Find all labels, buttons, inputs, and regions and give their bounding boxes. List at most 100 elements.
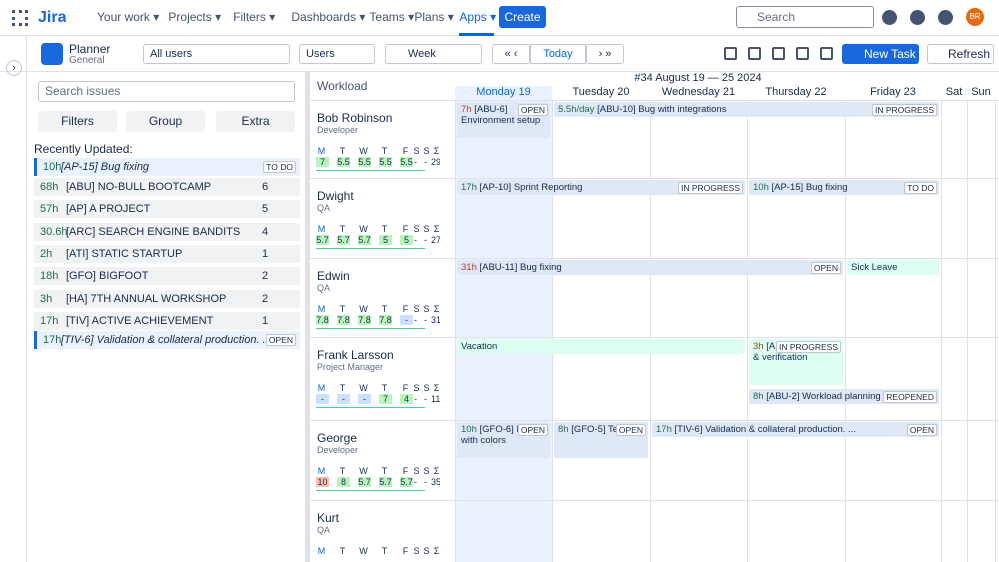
filter-icon[interactable] [796, 47, 809, 60]
task[interactable]: 8h [GFO-5] Testing OPEN [554, 422, 648, 458]
day-letter: F [402, 383, 409, 393]
day-letter: T [381, 146, 388, 156]
task[interactable]: 5.5h/day [ABU-10] Bug with integrations I… [554, 102, 939, 117]
project-row[interactable]: 3h [HA] 7TH ANNUAL WORKSHOP 2 [34, 289, 300, 308]
app-switcher[interactable] [12, 10, 28, 26]
search-box[interactable]: Search [736, 6, 874, 28]
day-letter: Σ [433, 304, 440, 314]
today-button[interactable]: Today [530, 44, 586, 64]
nav-item[interactable]: Your work ▾ [97, 10, 160, 24]
name: [GFO] BIGFOOT [66, 270, 149, 283]
day-hours: 10 [316, 477, 329, 487]
help-icon[interactable] [910, 10, 925, 25]
nav-item[interactable]: Dashboards ▾ [291, 10, 366, 24]
fullscreen-icon[interactable] [772, 47, 785, 60]
group-button[interactable]: Group [126, 111, 205, 132]
col-line [552, 100, 553, 562]
extra-button[interactable]: Extra [216, 111, 295, 132]
task[interactable]: 17h [TIV-6] Validation & collateral prod… [652, 422, 939, 437]
users-select[interactable]: All users [143, 44, 290, 64]
person-role: QA [317, 525, 331, 535]
project-row[interactable]: 30.6h [ARC] SEARCH ENGINE BANDITS 4 [34, 222, 300, 241]
create-button[interactable]: Create [499, 6, 546, 28]
task[interactable]: Vacation [457, 339, 745, 354]
filters-button[interactable]: Filters [38, 111, 117, 132]
col-line [967, 100, 968, 562]
task-text: 17h [TIV-6] Validation & collateral prod… [652, 422, 939, 437]
day-hours: - [400, 315, 413, 325]
bell-icon[interactable] [882, 10, 897, 25]
expand-button[interactable]: › [6, 60, 22, 76]
nav-item[interactable]: Plans ▾ [414, 10, 454, 24]
person-name: Edwin [317, 269, 350, 283]
day-hours: 5 [379, 235, 392, 245]
task-hours: 3h [753, 341, 764, 352]
status: TO DO [263, 161, 296, 173]
day-hours: 7 [379, 394, 392, 404]
day-hours: 7.8 [379, 315, 392, 325]
task[interactable]: 31h [ABU-11] Bug fixing OPEN [457, 260, 843, 275]
nav-item[interactable]: Teams ▾ [369, 10, 415, 24]
task[interactable]: Sick Leave [847, 260, 939, 275]
day-letter: Σ [433, 466, 440, 476]
logo[interactable]: Jira [38, 9, 67, 26]
day-letter: M [317, 304, 326, 314]
row-line [310, 420, 999, 421]
task-text: 5.5h/day [ABU-10] Bug with integrations [554, 102, 939, 117]
flag-icon[interactable] [748, 47, 761, 60]
task[interactable]: 17h [AP-10] Sprint Reporting IN PROGRESS [457, 180, 745, 195]
count: 6 [262, 181, 269, 193]
task[interactable]: 10h [GFO-6] Bug with colors OPEN [457, 422, 550, 458]
task-status: OPEN [615, 424, 646, 436]
mode-select[interactable]: Users [299, 44, 375, 64]
day-hours: - [414, 477, 417, 487]
task-hours: 10h [461, 424, 477, 435]
day-hours: 29 [431, 157, 440, 167]
bottom-item[interactable]: 17h [TIV-6] Validation & collateral produ… [34, 331, 300, 349]
project-row[interactable]: 18h [GFO] BIGFOOT 2 [34, 267, 300, 286]
col-line [995, 100, 996, 562]
range-select[interactable]: Week [385, 44, 482, 64]
count: 1 [262, 247, 269, 260]
day-letter: T [339, 466, 346, 476]
person-name: Kurt [317, 511, 340, 525]
nav-item[interactable]: Apps ▾ [459, 10, 497, 24]
avatar[interactable]: BR [966, 8, 984, 26]
task[interactable]: 7h [ABU-6] Environment setup OPEN [457, 102, 550, 138]
person-role: QA [317, 203, 331, 213]
hours-underline [316, 490, 425, 491]
issue-search[interactable]: Search issues [38, 81, 295, 102]
project-row[interactable]: 2h [ATI] STATIC STARTUP 1 [34, 244, 300, 263]
next-buttons[interactable]: › » [586, 44, 624, 64]
nav-bar [0, 0, 999, 36]
day-hours: 27 [431, 235, 440, 245]
project-row[interactable]: 68h [ABU] NO-BULL BOOTCAMP 6 [34, 178, 300, 196]
day-hours: 7.8 [316, 315, 329, 325]
day-hours: 5.7 [337, 235, 350, 245]
new-task-button[interactable]: New Task [842, 44, 919, 64]
day-hours: 11 [431, 394, 440, 404]
task-status: OPEN [810, 262, 841, 274]
hours: 30.6h [40, 225, 68, 238]
hours-underline [316, 170, 425, 171]
recent-item[interactable]: 10h [AP-15] Bug fixing TO DO [34, 158, 300, 176]
nav-item[interactable]: Projects ▾ [168, 10, 222, 24]
task[interactable]: 10h [AP-15] Bug fixing TO DO [749, 180, 939, 195]
count: 5 [262, 203, 269, 216]
col-line [747, 100, 748, 562]
task[interactable]: 8h [ABU-2] Workload planning REOPENED [749, 389, 939, 404]
refresh-button[interactable]: Refresh [927, 44, 994, 64]
task-key: [GFO-6] Bug with colors [461, 424, 534, 446]
hours: 10h [43, 161, 62, 173]
prev-buttons[interactable]: « ‹ [492, 44, 530, 64]
project-row[interactable]: 57h [AP] A PROJECT 5 [34, 200, 300, 219]
task-hours: 17h [656, 424, 672, 435]
project-row[interactable]: 17h [TIV] ACTIVE ACHIEVEMENT 1 [34, 311, 300, 330]
day-hours: - [414, 235, 417, 245]
help-icon[interactable] [820, 47, 833, 60]
day-hours: 35 [431, 477, 440, 487]
focus-icon[interactable] [724, 47, 737, 60]
settings-icon[interactable] [938, 10, 953, 25]
nav-item[interactable]: Filters ▾ [233, 10, 276, 24]
